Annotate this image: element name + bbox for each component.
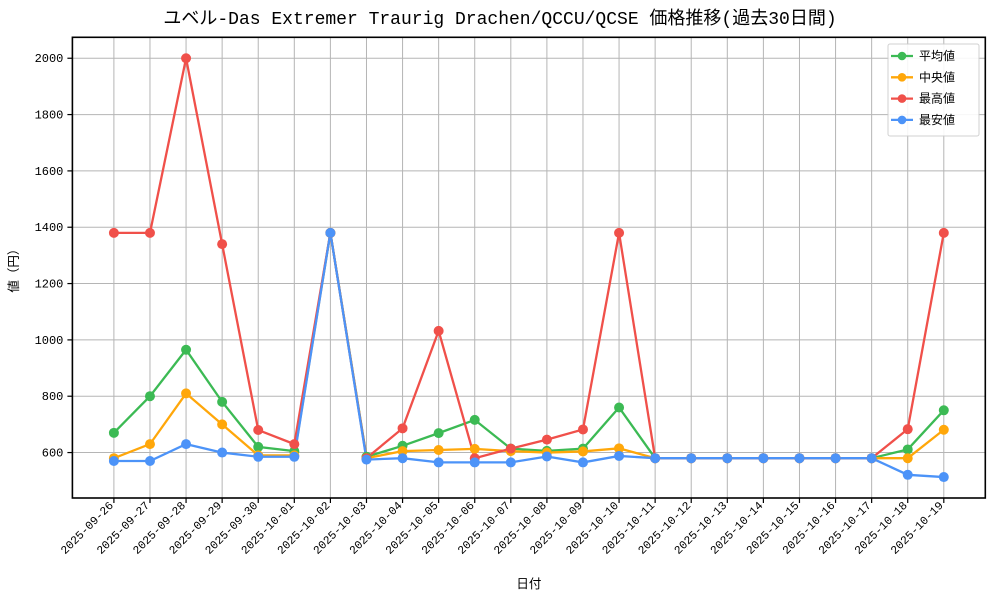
svg-text:中央値: 中央値 bbox=[919, 69, 955, 85]
svg-text:日付: 日付 bbox=[516, 577, 541, 592]
svg-text:1800: 1800 bbox=[35, 109, 64, 123]
svg-text:1600: 1600 bbox=[35, 165, 64, 179]
svg-text:1400: 1400 bbox=[35, 221, 64, 235]
svg-text:値（円）: 値（円） bbox=[6, 243, 22, 293]
svg-text:ユベル-Das Extremer Traurig Drach: ユベル-Das Extremer Traurig Drachen/QCCU/QC… bbox=[163, 8, 836, 30]
svg-text:1000: 1000 bbox=[35, 334, 64, 348]
svg-text:600: 600 bbox=[42, 447, 64, 461]
svg-text:800: 800 bbox=[42, 390, 64, 404]
svg-text:最安値: 最安値 bbox=[919, 112, 955, 128]
svg-text:平均値: 平均値 bbox=[919, 48, 955, 64]
svg-text:2000: 2000 bbox=[35, 52, 64, 66]
svg-text:最高値: 最高値 bbox=[919, 91, 955, 107]
svg-text:1200: 1200 bbox=[35, 278, 64, 292]
